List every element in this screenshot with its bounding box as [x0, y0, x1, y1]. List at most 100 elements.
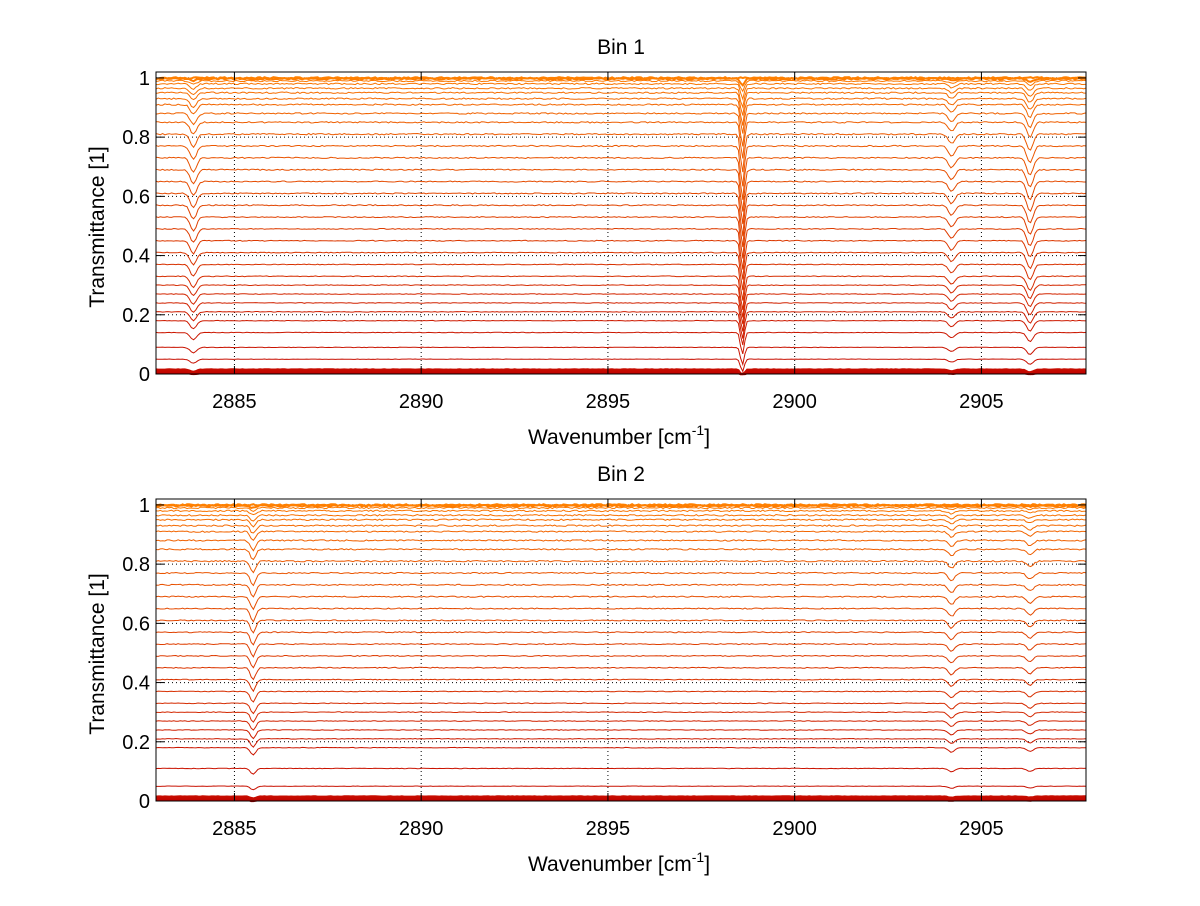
y-tick-label: 0	[139, 791, 150, 813]
x-tick-label: 2895	[586, 391, 631, 413]
spectrum-series-line	[155, 583, 1087, 598]
grid	[156, 499, 1086, 801]
y-axis-ticks: 0 0.2 0.4 0.6 0.8 1	[122, 495, 1086, 813]
spectrum-series-line	[155, 79, 1087, 93]
y-axis-label: Transmittance [1]	[86, 573, 109, 734]
spectrum-series-line	[155, 539, 1087, 552]
x-axis-label-end: ]	[704, 426, 710, 449]
spectrum-series-line	[155, 619, 1087, 634]
x-tick-label: 2905	[959, 818, 1004, 840]
spectrum-series-line	[155, 76, 1087, 80]
spectrum-series-line	[155, 192, 1087, 237]
y-tick-label: 1	[139, 495, 150, 517]
spectrum-series-line	[155, 331, 1087, 355]
y-tick-label: 0	[139, 364, 150, 386]
spectrum-series-line	[155, 180, 1086, 225]
spectrum-series-line	[155, 746, 1087, 756]
spectrum-series-line	[155, 548, 1087, 561]
spectrum-series-line	[155, 284, 1086, 318]
spectrum-series-line	[155, 518, 1086, 528]
spectrum-series-line	[155, 358, 1086, 373]
x-tick-label: 2885	[212, 391, 257, 413]
spectrum-series-line	[155, 239, 1087, 280]
x-axis-label-end: ]	[704, 853, 710, 876]
x-tick-label: 2890	[399, 818, 444, 840]
x-axis-label: Wavenumber [cm-1]	[528, 422, 710, 449]
spectrum-series-line	[155, 319, 1087, 346]
spectrum-series-line	[155, 702, 1087, 715]
spectrum-series-line	[155, 524, 1087, 534]
spectrum-series-line	[155, 144, 1087, 187]
spectrum-series-line	[155, 767, 1087, 775]
spectrum-series-line	[155, 263, 1087, 301]
spectrum-series-line	[155, 216, 1087, 259]
spectrum-series-line	[156, 711, 1087, 723]
x-axis-label-main: Wavenumber [cm	[528, 426, 692, 449]
axes-frame	[155, 498, 1087, 802]
x-axis-label-main: Wavenumber [cm	[528, 853, 692, 876]
y-tick-label: 0.4	[122, 246, 150, 268]
spectrum-series-line	[155, 86, 1087, 109]
spectrum-series-line	[155, 503, 1087, 507]
spectrum-series-line	[155, 310, 1087, 339]
spectrum-series-line	[155, 227, 1087, 270]
x-tick-label: 2905	[959, 391, 1004, 413]
spectrum-series-line	[155, 559, 1087, 574]
spectrum-series-line	[155, 368, 1087, 376]
spectrum-series-line	[155, 654, 1087, 669]
y-tick-label: 1	[139, 68, 150, 90]
series-group	[155, 503, 1087, 803]
spectrum-series-line	[155, 204, 1087, 248]
spectrum-series-line	[155, 293, 1087, 325]
chart-bin-1: Bin 1 2885 2890 2895 2900 2905 0 0.2 0.4 0.6 0.8…	[86, 36, 1087, 449]
spectrum-series-line	[155, 156, 1087, 200]
spectrum-series-line	[155, 678, 1087, 693]
spectrum-series-line	[155, 595, 1087, 611]
x-tick-label: 2895	[586, 818, 631, 840]
y-tick-label: 0.6	[122, 186, 150, 208]
chart-bin-2: Bin 2 2885 2890 2895 2900 2905 0 0.2 0.4 0.6 0.8…	[86, 463, 1087, 876]
spectrum-series-line	[155, 513, 1087, 522]
y-tick-label: 0.8	[122, 127, 150, 149]
spectrum-series-line	[155, 91, 1086, 116]
grid	[156, 72, 1086, 374]
spectrum-series-line	[156, 785, 1087, 791]
y-tick-label: 0.2	[122, 305, 150, 327]
spectrum-series-line	[155, 112, 1087, 147]
spectrum-series-line	[155, 631, 1087, 646]
x-tick-label: 2885	[212, 818, 257, 840]
x-axis-ticks: 2885 2890 2895 2900 2905	[212, 499, 1004, 840]
x-tick-label: 2900	[772, 818, 817, 840]
y-tick-label: 0.2	[122, 732, 150, 754]
y-tick-label: 0.6	[122, 613, 150, 635]
x-axis-ticks: 2885 2890 2895 2900 2905	[212, 72, 1004, 413]
spectrum-series-line	[155, 506, 1087, 512]
spectrum-series-line	[155, 729, 1087, 740]
spectrum-series-line	[155, 97, 1087, 126]
spectrum-series-line	[155, 168, 1087, 212]
axes-frame	[155, 71, 1087, 375]
spectrum-series-line	[156, 369, 1086, 376]
spectrum-series-line	[155, 509, 1087, 516]
y-tick-label: 0.8	[122, 554, 150, 576]
spectrum-series-line	[155, 121, 1087, 159]
spectrum-series-line	[155, 275, 1087, 311]
spectrum-series-line	[155, 346, 1087, 367]
chart-title: Bin 2	[597, 463, 645, 486]
x-axis-label: Wavenumber [cm-1]	[528, 849, 710, 876]
chart-title: Bin 1	[597, 36, 645, 59]
spectrum-series-line	[155, 666, 1087, 681]
spectrum-series-line	[155, 302, 1087, 332]
y-tick-label: 0.4	[122, 673, 150, 695]
spectrum-series-line	[155, 132, 1087, 173]
spectrum-series-line	[155, 607, 1086, 623]
x-axis-label-superscript: -1	[692, 422, 705, 438]
spectrum-series-line	[155, 643, 1087, 658]
series-group	[155, 76, 1087, 376]
spectrum-series-line	[155, 251, 1087, 291]
spectrum-series-line	[155, 720, 1087, 731]
y-axis-ticks: 0 0.2 0.4 0.6 0.8 1	[122, 68, 1086, 386]
x-tick-label: 2890	[399, 391, 444, 413]
